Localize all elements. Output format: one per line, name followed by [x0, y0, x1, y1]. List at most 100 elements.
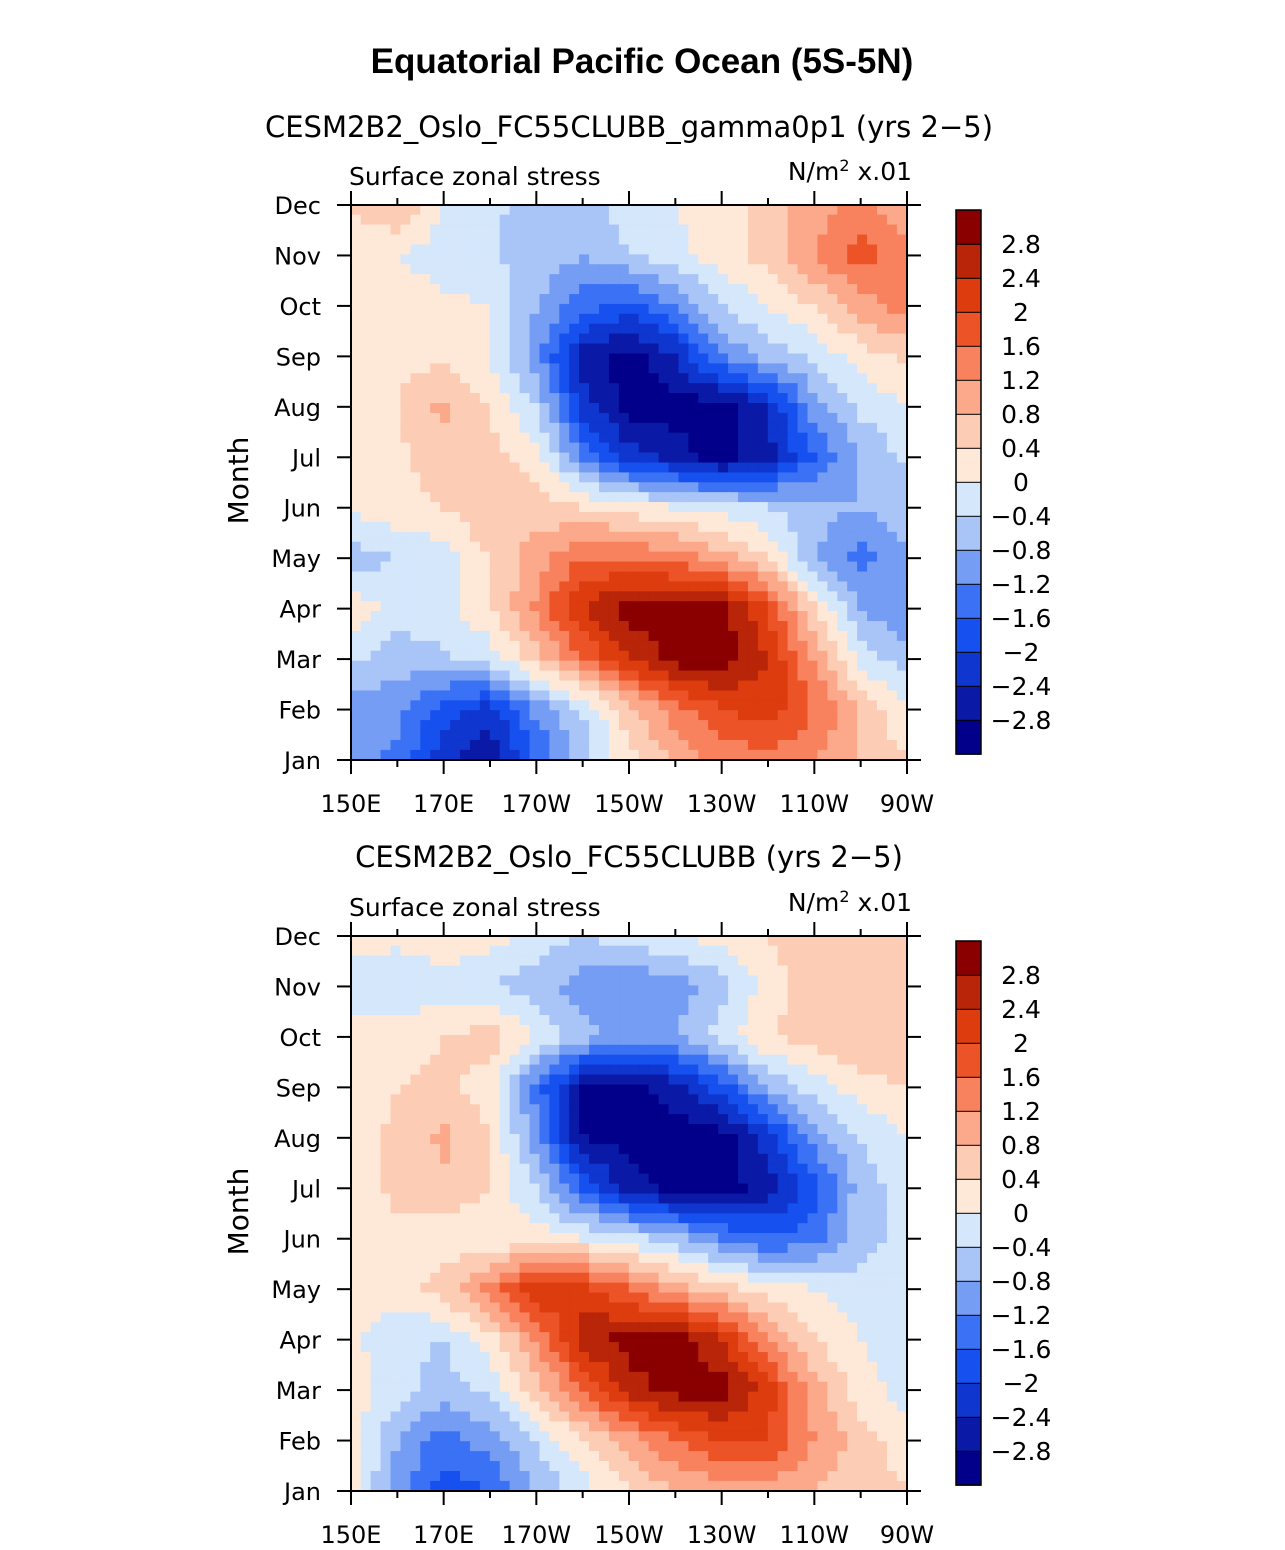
contour-cell [787, 1034, 799, 1046]
contour-cell [420, 1044, 432, 1056]
contour-cell [589, 571, 601, 583]
contour-cell [410, 1094, 422, 1106]
contour-cell [857, 1084, 869, 1096]
contour-cell [757, 1134, 769, 1145]
contour-cell [469, 1094, 481, 1106]
contour-cell [817, 571, 829, 583]
contour-cell [827, 690, 839, 702]
contour-cell [390, 373, 402, 385]
contour-cell [509, 680, 521, 692]
contour-cell [698, 264, 710, 276]
contour-cell [658, 403, 670, 414]
contour-cell [718, 739, 730, 751]
contour-cell [718, 730, 730, 741]
contour-cell [777, 1114, 789, 1126]
contour-cell [390, 1193, 402, 1205]
contour-cell [410, 383, 422, 395]
contour-cell [370, 680, 382, 692]
contour-cell [658, 432, 670, 444]
contour-cell [509, 205, 521, 216]
contour-cell [509, 1223, 521, 1235]
contour-cell [638, 353, 650, 365]
contour-cell [351, 1153, 362, 1165]
contour-cell [519, 442, 531, 454]
contour-cell [430, 482, 442, 494]
contour-cell [827, 541, 839, 553]
contour-cell [579, 284, 591, 296]
contour-cell [797, 412, 809, 424]
contour-cell [658, 936, 670, 947]
contour-cell [509, 284, 521, 296]
contour-cell [460, 1074, 471, 1086]
contour-cell [509, 521, 521, 533]
contour-cell [787, 739, 799, 751]
contour-cell [678, 294, 690, 305]
contour-cell [579, 1173, 591, 1185]
contour-cell [400, 492, 412, 504]
contour-cell [569, 1163, 581, 1175]
contour-cell [539, 205, 551, 216]
contour-cell [628, 581, 640, 593]
contour-cell [440, 1243, 452, 1254]
contour-cell [450, 353, 462, 365]
contour-cell [351, 680, 362, 692]
contour-cell [410, 224, 422, 236]
contour-cell [549, 1044, 561, 1056]
contour-cell [469, 1143, 481, 1155]
contour-cell [827, 680, 839, 692]
contour-cell [797, 363, 809, 375]
contour-cell [390, 1183, 402, 1195]
contour-cell [420, 975, 432, 987]
contour-cell [618, 482, 630, 494]
contour-cell [728, 274, 740, 286]
contour-cell [460, 205, 471, 216]
colorbar-label: 2.4 [1001, 264, 1041, 293]
contour-cell [618, 955, 630, 967]
contour-cell [479, 462, 491, 474]
contour-cell [877, 581, 888, 593]
contour-cell [430, 294, 442, 305]
contour-cell [787, 1064, 799, 1076]
contour-cell [489, 472, 501, 484]
figure-title: Equatorial Pacific Ocean (5S-5N) [371, 42, 914, 81]
contour-cell [718, 1114, 730, 1126]
contour-cell [797, 936, 809, 947]
contour-cell [390, 581, 402, 593]
contour-cell [380, 1173, 392, 1185]
contour-cell [738, 422, 749, 434]
contour-cell [608, 442, 620, 454]
contour-cell [688, 383, 700, 395]
contour-cell [539, 1114, 551, 1126]
contour-cell [777, 264, 789, 276]
contour-cell [847, 422, 859, 434]
contour-cell [599, 333, 610, 345]
contour-cell [618, 422, 630, 434]
contour-cell [420, 650, 432, 662]
contour-cell [549, 955, 561, 967]
contour-cell [559, 1193, 571, 1205]
contour-cell [877, 1044, 888, 1056]
contour-cell [708, 303, 720, 315]
contour-cell [559, 224, 571, 236]
contour-cell [420, 1005, 432, 1017]
contour-cell [351, 985, 362, 997]
contour-cell [410, 936, 422, 947]
contour-cell [777, 363, 789, 375]
contour-cell [539, 531, 551, 543]
contour-cell [559, 561, 571, 573]
contour-cell [618, 1084, 630, 1096]
contour-cell [618, 680, 630, 692]
contour-cell [549, 224, 561, 236]
contour-cell [698, 521, 710, 533]
contour-cell [539, 422, 551, 434]
contour-cell [579, 373, 591, 385]
contour-cell [499, 640, 511, 652]
contour-cell [589, 1153, 601, 1165]
contour-cell [430, 1034, 442, 1046]
contour-cell [807, 531, 819, 543]
y-tick-label: Dec [275, 192, 321, 220]
contour-cell [589, 1015, 601, 1026]
contour-cell [817, 205, 829, 216]
contour-cell [767, 650, 779, 662]
contour-cell [747, 1015, 759, 1026]
